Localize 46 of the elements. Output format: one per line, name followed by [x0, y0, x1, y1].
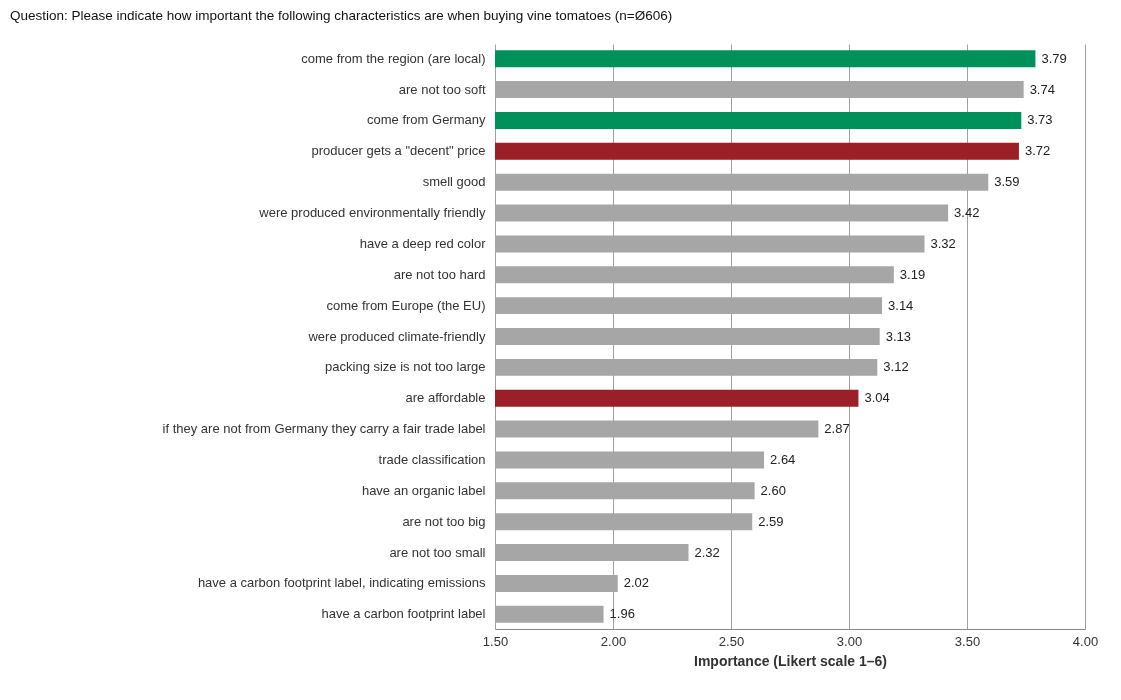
y-tick-label: have a deep red color — [359, 235, 487, 251]
data-label: 1.96 — [609, 606, 635, 622]
data-label: 2.87 — [824, 421, 850, 437]
y-tick-label: smell good — [422, 174, 486, 190]
data-label: 2.60 — [760, 482, 786, 498]
x-tick-label: 3.50 — [954, 633, 981, 649]
y-tick-label: come from Germany — [367, 112, 486, 128]
y-tick-label: have a carbon footprint label — [321, 606, 486, 622]
data-label: 3.42 — [954, 205, 980, 221]
y-tick-label: packing size is not too large — [325, 359, 486, 375]
x-tick-label: 4.00 — [1072, 633, 1099, 649]
data-label: 2.02 — [623, 575, 650, 591]
y-tick-label: are not too small — [389, 544, 486, 560]
y-tick-label: were produced climate-friendly — [307, 328, 486, 344]
y-tick-label: trade classification — [378, 451, 486, 467]
data-label: 2.32 — [694, 544, 720, 560]
x-tick-label: 1.50 — [482, 633, 509, 649]
data-label: 3.04 — [864, 390, 890, 406]
y-tick-label: are affordable — [405, 390, 486, 406]
y-tick-label: if they are not from Germany they carry a fair trade label — [162, 421, 486, 437]
text: Question: Please indicate how important the following characteristics are when buying vine tomatoes (n=Ø606) — [10, 7, 673, 23]
data-label: 3.73 — [1027, 112, 1053, 128]
data-label: 3.14 — [888, 297, 914, 313]
data-label: 3.59 — [994, 174, 1020, 190]
data-label: 3.32 — [930, 235, 956, 251]
y-tick-label: producer gets a "decent" price — [311, 143, 486, 159]
data-label: 3.12 — [883, 359, 909, 375]
y-tick-label: have an organic label — [361, 482, 486, 498]
y-tick-label: are not too big — [402, 513, 486, 529]
x-axis-title: Importance (Likert scale 1–6) — [694, 652, 887, 669]
y-tick-label: were produced environmentally friendly — [258, 205, 486, 221]
y-tick-label: come from the region (are local) — [301, 50, 486, 66]
data-label: 2.64 — [770, 451, 796, 467]
y-tick-label: have a carbon footprint label, indicating emissions — [197, 575, 486, 591]
y-tick-label: are not too hard — [393, 266, 486, 282]
data-label: 3.79 — [1041, 50, 1067, 66]
data-label: 3.74 — [1029, 81, 1055, 97]
data-label: 3.19 — [899, 266, 926, 282]
x-tick-label: 3.00 — [836, 633, 863, 649]
data-label: 3.72 — [1024, 143, 1051, 159]
data-label: 3.13 — [885, 328, 911, 344]
x-tick-label: 2.50 — [718, 633, 745, 649]
y-tick-label: come from Europe (the EU) — [326, 297, 486, 313]
data-label: 2.59 — [758, 513, 784, 529]
x-tick-label: 2.00 — [600, 633, 627, 649]
y-tick-label: are not too soft — [398, 81, 486, 97]
